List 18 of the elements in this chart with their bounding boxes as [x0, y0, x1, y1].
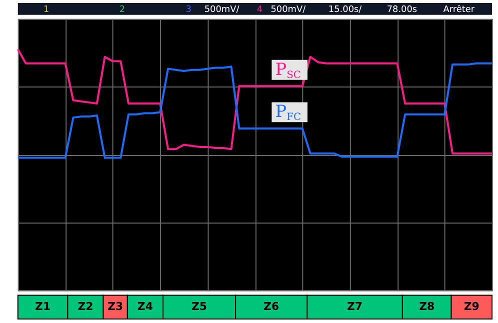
series-label: Z6 [264, 300, 280, 314]
series-label: Z2 [78, 300, 94, 314]
text: 15.00s/ [328, 4, 363, 15]
series-label: Z4 [137, 300, 154, 314]
text: 2 [119, 4, 126, 15]
series-label: Z7 [347, 300, 363, 314]
text: 3 [186, 4, 192, 15]
text: 78.00s [386, 4, 418, 15]
text: 500mV/ [204, 4, 240, 15]
series-label: Z8 [419, 300, 435, 314]
text: 4 [256, 4, 263, 15]
text: 1 [43, 4, 50, 15]
series-label: Z5 [191, 300, 208, 314]
series-label: Z3 [108, 300, 124, 314]
text: 500mV/ [270, 4, 307, 15]
text: Arrêter [443, 4, 475, 15]
series-label: Z1 [35, 300, 51, 314]
series-label: Z9 [464, 300, 480, 314]
